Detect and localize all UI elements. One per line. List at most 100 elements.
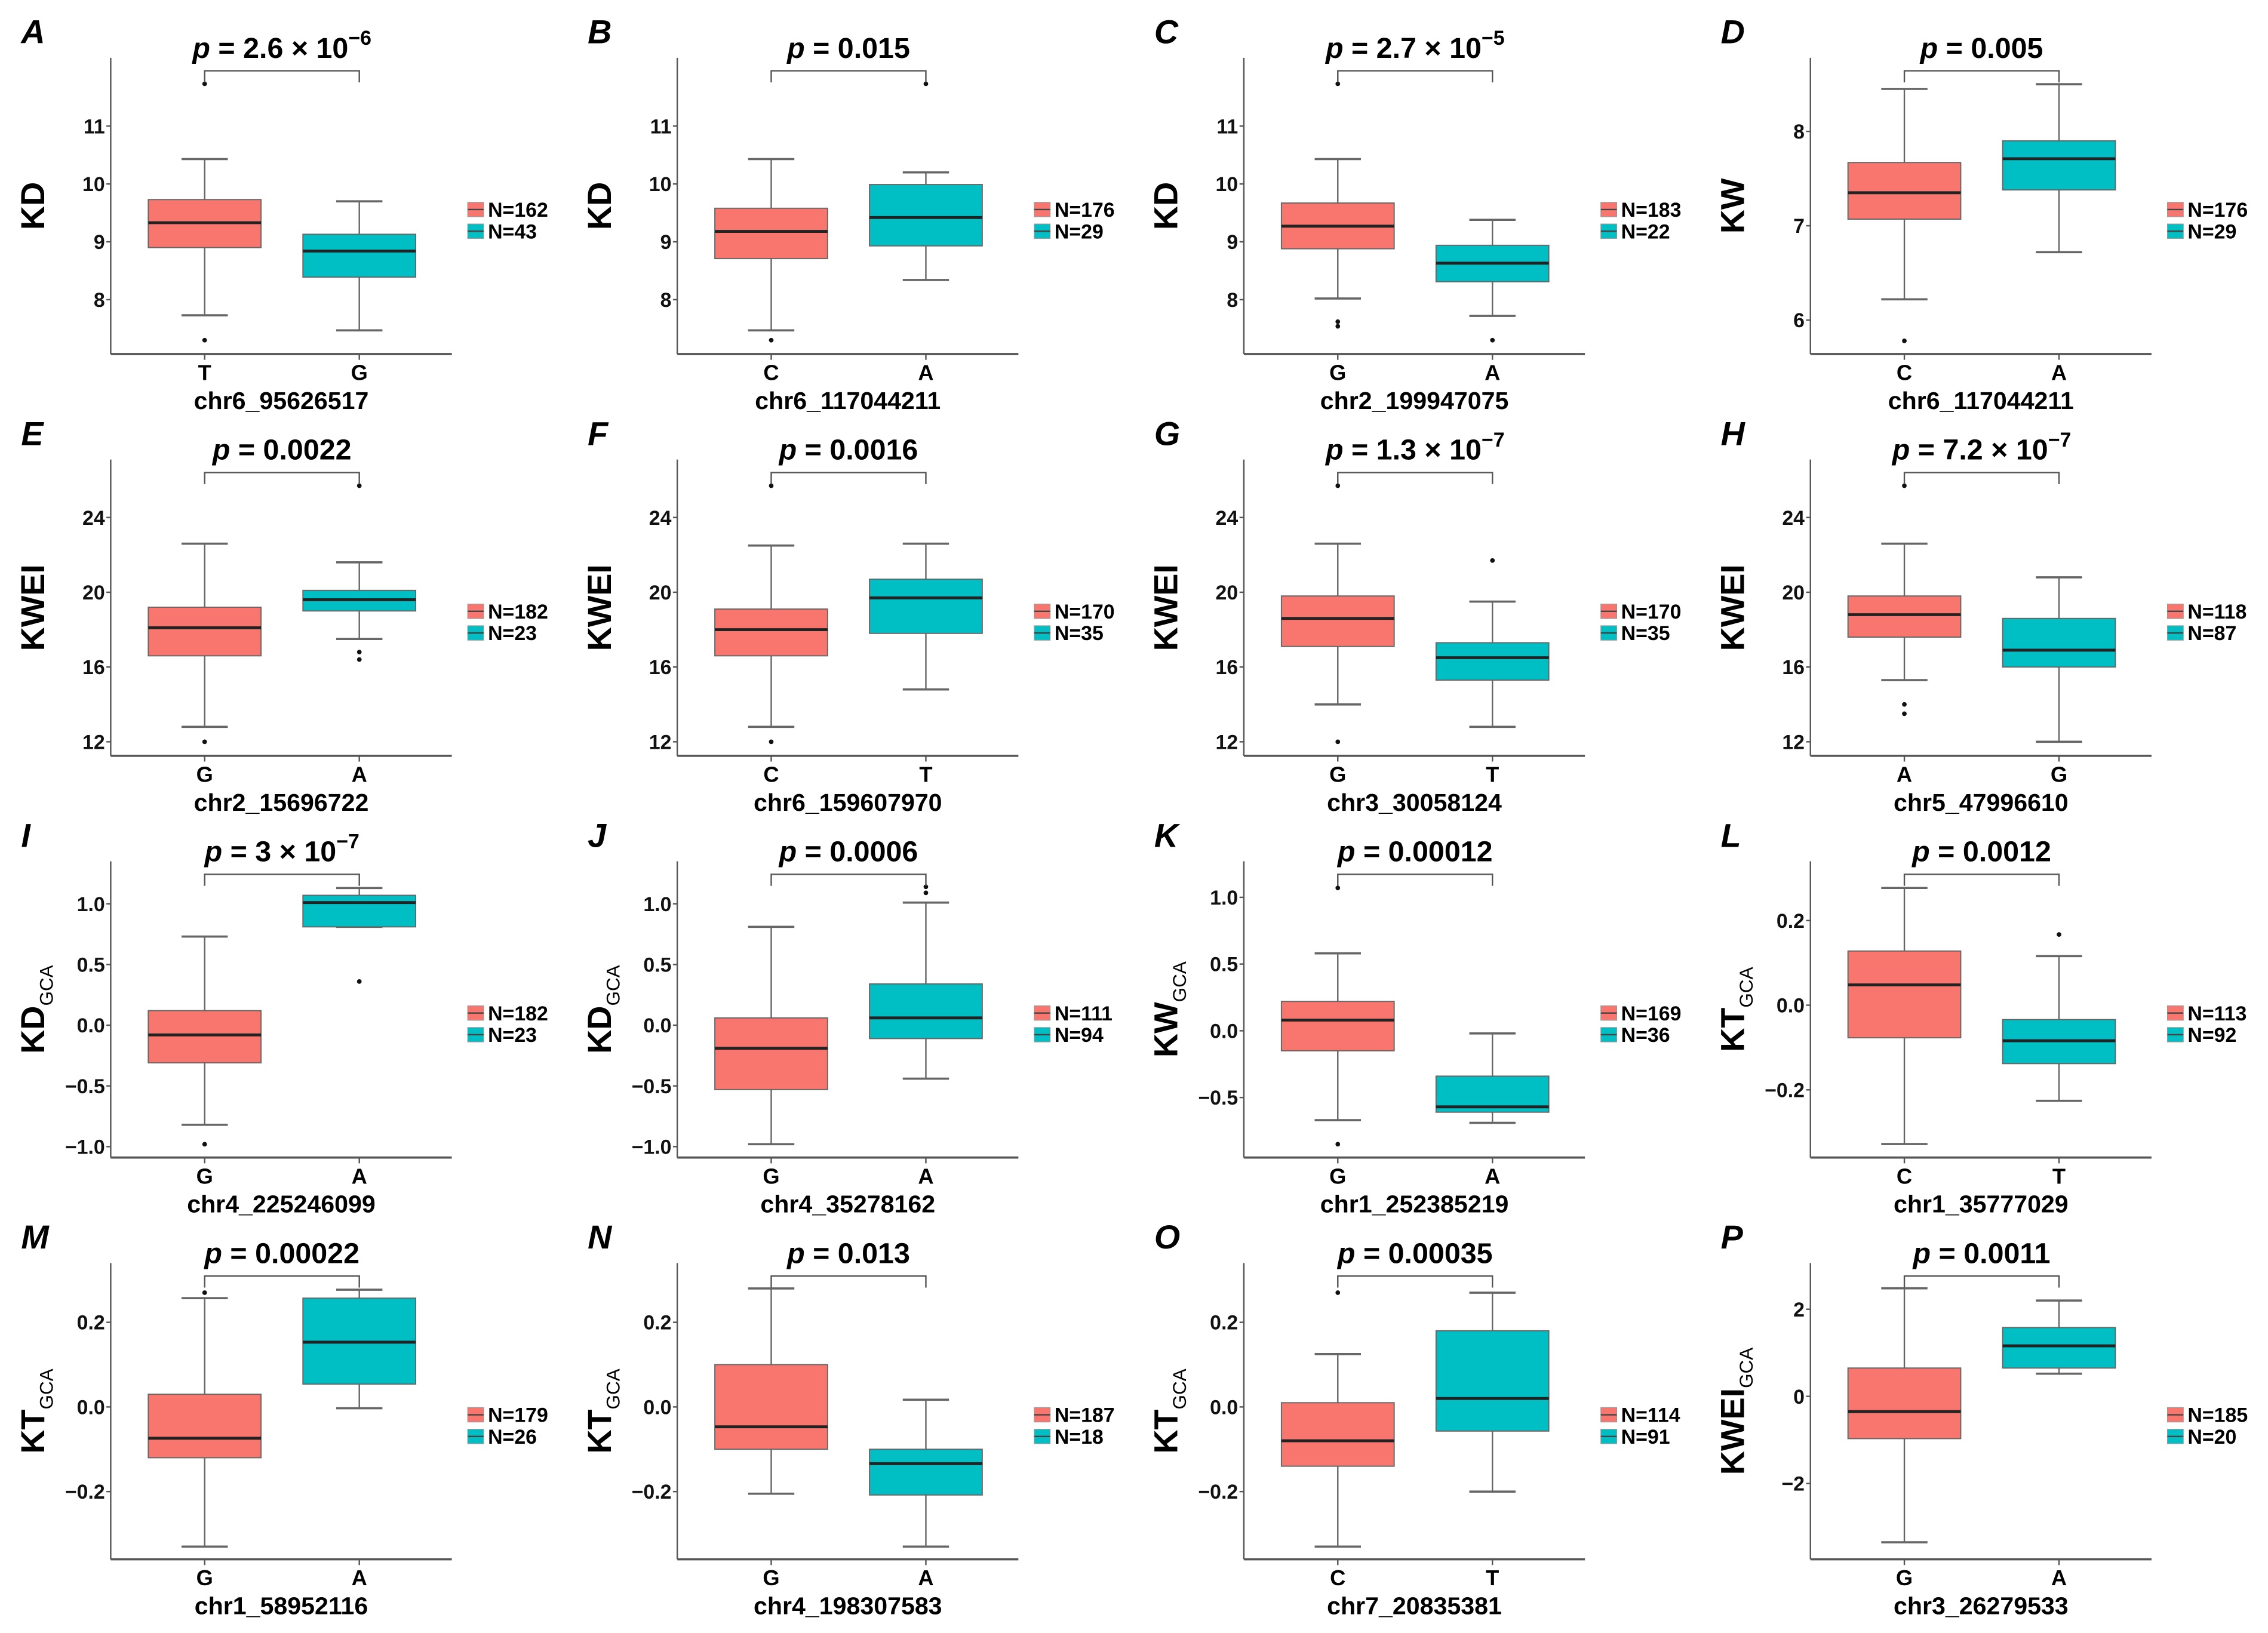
iqr-box <box>147 607 262 657</box>
p-value-label: p = 2.7 × 10−5 <box>1324 27 1505 64</box>
box-group-a <box>302 483 417 662</box>
box-group-g <box>714 1287 828 1495</box>
y-axis-label-subscript: GCA <box>603 1368 623 1409</box>
y-tick-label: −0.5 <box>65 1075 105 1098</box>
p-symbol: p <box>778 434 797 466</box>
y-tick-label: 24 <box>82 507 105 530</box>
y-tick-label: 0.0 <box>1210 1020 1238 1042</box>
p-value-label: p = 0.0011 <box>1912 1237 2051 1269</box>
panel-letter: I <box>21 817 31 854</box>
y-tick-label: 0.2 <box>643 1312 671 1334</box>
y-tick-label: 0.0 <box>1210 1396 1238 1419</box>
x-axis-label: chr7_20835381 <box>1327 1592 1502 1620</box>
x-axis-label: chr1_58952116 <box>195 1592 368 1620</box>
outlier-point <box>1490 558 1495 563</box>
y-tick-label: 8 <box>660 289 672 312</box>
box-group-g <box>147 542 262 745</box>
outlier-point <box>202 81 207 87</box>
iqr-box <box>1280 1001 1395 1051</box>
x-axis-label: chr3_30058124 <box>1327 789 1502 816</box>
y-tick-label: 0 <box>1793 1386 1805 1408</box>
box-group-g <box>147 935 262 1147</box>
significance-bracket <box>204 70 360 82</box>
outlier-point <box>202 1290 207 1295</box>
x-tick-label: G <box>196 1164 213 1188</box>
legend-label: N=111 <box>1055 1002 1113 1025</box>
iqr-box <box>714 1364 828 1450</box>
significance-bracket <box>1337 1275 1493 1288</box>
y-axis-label-main: KWEI <box>1148 564 1185 651</box>
y-tick-label: 0.0 <box>77 1396 105 1419</box>
panel-e: E 12 16 20 24 KWEI G N=182 A N=23 p = 0.0022 chr2_1… <box>14 415 548 816</box>
y-tick-label: −0.2 <box>65 1481 105 1503</box>
y-axis-label: KWEI <box>1148 564 1185 651</box>
iqr-box <box>147 1394 262 1459</box>
y-tick-label: 10 <box>649 173 672 196</box>
p-value-label: p = 0.015 <box>786 32 910 64</box>
legend-label: N=23 <box>488 622 537 645</box>
y-tick-label: 12 <box>649 731 672 754</box>
x-tick-label: T <box>919 762 932 786</box>
p-symbol: p <box>203 1237 222 1269</box>
legend-label: N=179 <box>488 1404 548 1427</box>
panel-letter: H <box>1721 415 1746 452</box>
significance-bracket <box>204 874 360 886</box>
x-axis-label: chr5_47996610 <box>1894 789 2069 816</box>
x-tick-label: C <box>763 762 779 786</box>
box-group-a <box>869 81 983 281</box>
p-value-label: p = 0.00035 <box>1336 1237 1493 1269</box>
p-value: = 0.00035 <box>1356 1237 1493 1269</box>
x-tick-label: G <box>1896 1566 1913 1590</box>
p-value-label: p = 1.3 × 10−7 <box>1324 429 1505 466</box>
y-tick-label: −0.2 <box>1765 1079 1805 1102</box>
y-axis-label-main: KD <box>581 182 618 230</box>
iqr-box <box>302 894 417 928</box>
p-value: = 2.7 × 10 <box>1344 32 1482 64</box>
legend-label: N=162 <box>488 199 548 222</box>
iqr-box <box>714 1017 828 1090</box>
significance-bracket <box>1337 874 1493 886</box>
y-tick-label: 6 <box>1793 309 1805 332</box>
panel-d: D 6 7 8 KW C N=176 A N=29 p = 0.005 chr6_117044211 <box>1714 14 2248 414</box>
x-tick-label: G <box>1329 762 1346 786</box>
box-group-c <box>714 158 828 343</box>
iqr-box <box>1435 642 1550 681</box>
p-value-exponent: −7 <box>2048 429 2072 451</box>
y-tick-label: 24 <box>1782 507 1805 530</box>
y-axis-label-main: KW <box>1148 1002 1185 1057</box>
panel-letter: G <box>1154 415 1180 452</box>
iqr-box <box>1435 1330 1550 1432</box>
significance-bracket <box>770 874 927 886</box>
legend-label: N=35 <box>1055 622 1104 645</box>
outlier-point <box>202 739 207 745</box>
p-value-label: p = 0.00022 <box>203 1237 359 1269</box>
y-tick-label: 0.5 <box>1210 954 1238 976</box>
p-value-label: p = 3 × 10−7 <box>204 831 359 868</box>
panel-letter: D <box>1721 14 1745 51</box>
outlier-point <box>357 979 362 984</box>
x-tick-label: A <box>918 361 933 385</box>
p-value: = 0.00022 <box>222 1237 359 1269</box>
iqr-box <box>869 983 983 1040</box>
panel-p: P −2 0 2 KWEIGCA G N=185 A N=20 p = 0.0011 chr3_26… <box>1714 1219 2248 1619</box>
x-axis-label: chr2_199947075 <box>1320 387 1509 414</box>
legend-label: N=29 <box>2187 220 2236 243</box>
box-group-a <box>1435 219 1550 343</box>
y-axis-label: KWEI <box>1714 564 1751 651</box>
p-symbol: p <box>1324 434 1344 466</box>
y-tick-label: −1.0 <box>632 1136 672 1159</box>
p-value-label: p = 7.2 × 10−7 <box>1891 429 2072 466</box>
p-symbol: p <box>204 836 223 868</box>
x-tick-label: A <box>1897 762 1912 786</box>
p-value-exponent: −7 <box>336 831 359 853</box>
outlier-point <box>1902 702 1907 707</box>
y-axis-label: KDGCA <box>14 965 57 1054</box>
outlier-point <box>1902 483 1907 488</box>
iqr-box <box>2002 1327 2116 1369</box>
p-value: = 0.0011 <box>1931 1237 2051 1269</box>
legend-label: N=170 <box>1621 601 1682 623</box>
p-symbol: p <box>786 32 805 64</box>
box-group-g <box>2002 576 2116 743</box>
legend-label: N=185 <box>2187 1404 2248 1427</box>
x-axis-label: chr6_117044211 <box>755 387 941 414</box>
